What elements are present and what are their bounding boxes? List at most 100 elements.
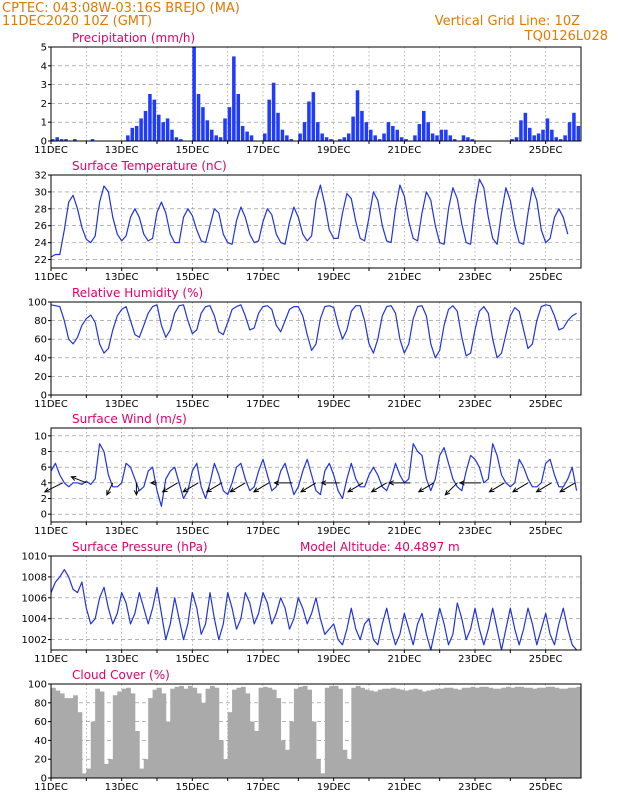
precip-bar: [386, 122, 391, 141]
precip-bar: [523, 112, 528, 141]
cloud-bar: [201, 702, 206, 778]
precip-bar: [174, 137, 179, 141]
temp-xtick-label: 25DEC: [529, 272, 563, 283]
pres-xtick-label: 25DEC: [529, 654, 563, 665]
wind-frame: [50, 427, 582, 523]
precip-frame: [50, 46, 582, 142]
wind-xtick-label: 17DEC: [246, 526, 280, 537]
cloud-bar: [320, 773, 326, 778]
cloud-xtick-label: 15DEC: [175, 782, 209, 793]
precip-xtick-label: 23DEC: [458, 145, 492, 156]
cloud-bar: [165, 721, 171, 778]
precip-bar: [395, 129, 400, 141]
cloud-bar: [395, 688, 401, 778]
cloud-ytick-label: 100: [28, 680, 47, 691]
temp-ytick-label: 30: [34, 187, 47, 198]
wind-vector-head: [273, 480, 280, 486]
cloud-bar: [68, 698, 74, 778]
precip-title: Precipitation (mm/h): [72, 31, 195, 45]
cloud-xtick-label: 11DEC: [34, 782, 68, 793]
precip-bar: [373, 135, 377, 141]
wind-vector-head: [320, 480, 327, 486]
precip-bar: [439, 129, 444, 141]
cloud-bar: [550, 686, 555, 778]
wind-vector: [371, 482, 387, 493]
cloud-bar: [218, 740, 224, 778]
cloud-bar: [280, 740, 286, 778]
cloud-ytick-label: 20: [34, 755, 47, 766]
cloud-bar: [461, 687, 467, 778]
pres-xtick-label: 19DEC: [317, 654, 351, 665]
cloud-ytick-label: 60: [34, 717, 47, 728]
pres-title: Surface Pressure (hPa): [72, 540, 208, 554]
pres-xtick-label: 13DEC: [105, 654, 139, 665]
cloud-bar: [316, 759, 321, 778]
precip-bar: [470, 139, 475, 141]
precip-bar: [320, 133, 324, 141]
cloud-bar: [267, 687, 273, 778]
precip-bar: [148, 94, 152, 141]
wind-xtick-label: 21DEC: [387, 526, 421, 537]
precip-bar: [271, 82, 276, 141]
cloud-bar: [117, 691, 123, 778]
rh-frame: [50, 301, 582, 396]
cloud-bar: [157, 687, 162, 778]
cloud-bar: [126, 687, 131, 778]
precip-bar: [218, 137, 223, 141]
rh-xtick-label: 15DEC: [175, 399, 209, 410]
wind-vector: [347, 482, 364, 493]
temp-ytick-label: 26: [34, 221, 47, 232]
precip-bar: [316, 122, 320, 141]
rh-xtick-label: 25DEC: [529, 399, 563, 410]
cloud-bar: [422, 691, 427, 778]
temp-ytick-label: 22: [34, 255, 47, 266]
cloud-bar: [148, 698, 153, 778]
precip-bar: [413, 135, 417, 141]
precip-bar: [192, 47, 196, 141]
pres-xtick-label: 15DEC: [175, 654, 209, 665]
cloud-bar: [413, 688, 418, 778]
cloud-bar: [479, 686, 485, 778]
cloud-bar: [514, 686, 520, 778]
temp-series-line: [50, 178, 569, 258]
rh-ytick-label: 20: [34, 372, 47, 383]
wind-xtick-label: 23DEC: [458, 526, 492, 537]
precip-bar: [391, 125, 395, 141]
precip-xtick-label: 11DEC: [34, 145, 68, 156]
cloud-bar: [179, 685, 184, 778]
wind-vector-head: [252, 487, 259, 493]
cloud-bar: [143, 759, 149, 778]
wind-vector-head: [444, 489, 451, 496]
precip-xtick-label: 17DEC: [246, 145, 280, 156]
cloud-bar: [360, 687, 365, 778]
wind-vector: [444, 482, 458, 496]
cloud-bar: [95, 688, 100, 778]
wind-ytick-label: 4: [41, 478, 47, 489]
cloud-bar: [121, 688, 127, 778]
cloud-bar: [466, 687, 471, 778]
cloud-bar: [307, 689, 312, 778]
cloud-bar: [55, 690, 61, 778]
precip-bar: [143, 110, 148, 141]
wind-vector-head: [370, 487, 377, 493]
rh-ytick-label: 100: [28, 298, 47, 309]
precip-bar: [399, 137, 404, 141]
precip-bar: [223, 118, 227, 141]
cloud-ytick-label: 40: [34, 736, 47, 747]
precip-bar: [364, 122, 369, 141]
cloud-xtick-label: 21DEC: [387, 782, 421, 793]
temp-xtick-label: 13DEC: [105, 272, 139, 283]
cloud-xtick-label: 25DEC: [529, 782, 563, 793]
precip-bar: [139, 118, 143, 141]
pres-xtick-label: 23DEC: [458, 654, 492, 665]
cloud-bar: [492, 688, 498, 778]
precip-ytick-label: 0: [41, 137, 47, 148]
cloud-bar: [81, 773, 87, 778]
cloud-bar: [271, 689, 277, 778]
precip-bar: [554, 137, 559, 141]
temp-ytick-label: 24: [34, 238, 47, 249]
wind-vector-head: [43, 487, 50, 493]
precip-bar: [51, 139, 55, 141]
cloud-bar: [77, 712, 83, 778]
cloud-bar: [426, 690, 432, 778]
